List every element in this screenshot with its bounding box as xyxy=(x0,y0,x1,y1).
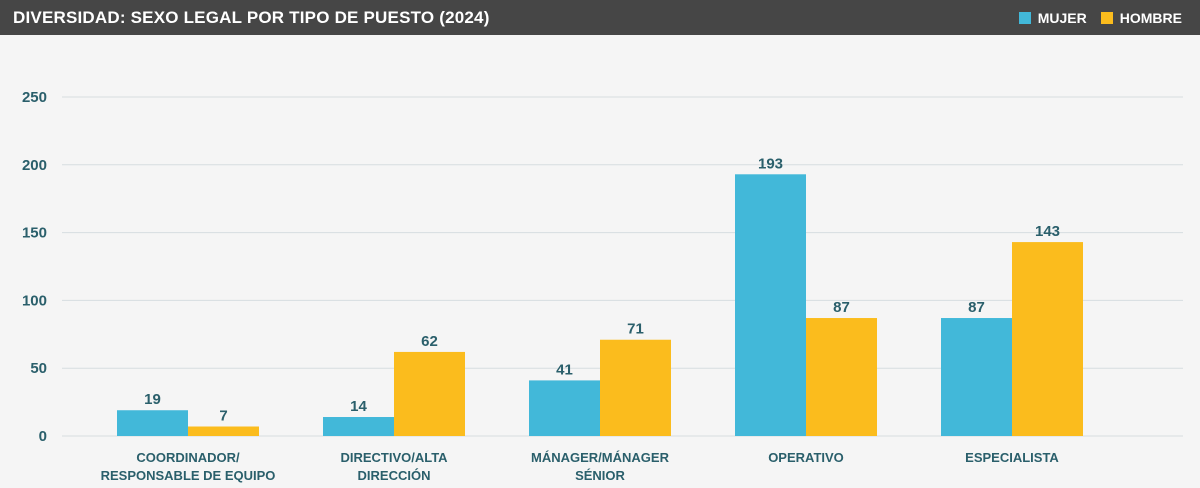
x-tick-label: ESPECIALISTA xyxy=(965,450,1059,465)
data-label: 193 xyxy=(758,155,783,172)
y-tick-label: 50 xyxy=(30,360,47,377)
bar-mujer xyxy=(117,410,188,436)
bar-hombre xyxy=(600,339,671,436)
chart-header: DIVERSIDAD: SEXO LEGAL POR TIPO DE PUEST… xyxy=(0,0,1200,35)
x-tick-label: DIRECTIVO/ALTA xyxy=(340,450,448,465)
bar-mujer xyxy=(323,417,394,436)
x-tick-label: RESPONSABLE DE EQUIPO xyxy=(101,468,276,483)
bar-hombre xyxy=(806,318,877,436)
legend-swatch xyxy=(1018,12,1031,24)
bar-hombre xyxy=(1012,242,1083,436)
y-tick-label: 150 xyxy=(22,225,47,242)
y-tick-label: 100 xyxy=(22,292,47,309)
x-tick-label: COORDINADOR/ xyxy=(136,450,240,465)
data-label: 62 xyxy=(421,333,438,350)
legend: MUJER HOMBRE xyxy=(1005,10,1182,26)
bar-hombre xyxy=(394,351,465,436)
data-label: 19 xyxy=(144,391,161,408)
data-label: 14 xyxy=(350,398,367,415)
data-label: 87 xyxy=(833,299,850,316)
data-label: 41 xyxy=(556,361,573,378)
legend-swatch xyxy=(1100,12,1113,24)
y-tick-label: 0 xyxy=(39,428,47,445)
data-label: 87 xyxy=(968,299,985,316)
data-label: 71 xyxy=(627,321,644,338)
data-label: 7 xyxy=(219,408,227,425)
bar-mujer xyxy=(941,318,1012,436)
bar-hombre xyxy=(188,426,259,436)
x-tick-label: MÁNAGER/MÁNAGER xyxy=(531,450,670,465)
bar-chart: 0 50 100 150 200 250 19 7 COORDINADOR/RESPONSABL… xyxy=(22,89,1183,483)
x-tick-label: SÉNIOR xyxy=(575,468,625,483)
legend-item-hombre: HOMBRE xyxy=(1100,10,1182,26)
legend-label: HOMBRE xyxy=(1119,10,1182,26)
x-tick-label: DIRECCIÓN xyxy=(358,468,431,483)
bar-mujer xyxy=(529,380,600,436)
legend-item-mujer: MUJER xyxy=(1018,10,1087,26)
bar-mujer xyxy=(735,174,806,437)
chart-title: DIVERSIDAD: SEXO LEGAL POR TIPO DE PUEST… xyxy=(13,8,490,27)
x-tick-label: OPERATIVO xyxy=(768,450,844,465)
legend-label: MUJER xyxy=(1037,10,1087,26)
y-tick-label: 200 xyxy=(22,157,47,174)
data-label: 143 xyxy=(1035,223,1060,240)
y-tick-label: 250 xyxy=(22,89,47,106)
